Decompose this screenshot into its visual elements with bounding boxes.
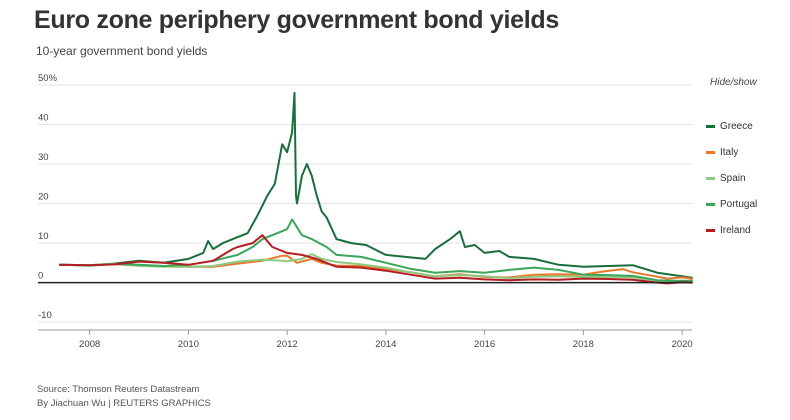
x-tick-label: 2014 — [375, 339, 396, 350]
legend-swatch — [706, 176, 715, 180]
chart-subtitle: 10-year government bond yields — [36, 44, 208, 58]
y-tick-label: 10 — [38, 231, 49, 242]
legend-swatch — [706, 228, 715, 232]
hide-show-label: Hide/show — [710, 77, 757, 88]
legend-item-ireland[interactable]: Ireland — [706, 217, 757, 243]
x-tick-label: 2016 — [474, 339, 495, 350]
y-tick-label: 40 — [38, 113, 49, 124]
legend-label: Portugal — [720, 198, 758, 210]
y-tick-label: 50% — [38, 73, 58, 84]
series-line-spain — [59, 253, 693, 283]
x-tick-label: 2020 — [672, 339, 693, 350]
legend-label: Ireland — [720, 224, 751, 236]
y-tick-label: 30 — [38, 152, 49, 163]
series-lines — [59, 91, 693, 285]
legend: Greece Italy Spain Portugal Ireland — [706, 113, 757, 243]
x-tick-label: 2010 — [178, 339, 199, 350]
chart-title: Euro zone periphery government bond yiel… — [34, 6, 559, 34]
legend-label: Greece — [720, 120, 753, 132]
legend-item-spain[interactable]: Spain — [706, 165, 757, 191]
legend-item-portugal[interactable]: Portugal — [706, 191, 757, 217]
legend-swatch — [706, 150, 715, 154]
x-tick-label: 2008 — [79, 339, 100, 350]
gridlines — [38, 84, 692, 323]
legend-item-greece[interactable]: Greece — [706, 113, 757, 139]
legend-label: Spain — [720, 172, 746, 184]
credit-text: By Jiachuan Wu | REUTERS GRAPHICS — [37, 398, 211, 409]
legend-swatch — [706, 202, 715, 206]
legend-label: Italy — [720, 146, 739, 158]
legend-swatch — [706, 124, 715, 128]
series-line-greece — [59, 91, 693, 279]
legend-item-italy[interactable]: Italy — [706, 139, 757, 165]
y-tick-label: -10 — [38, 310, 52, 321]
y-axis-labels: 50% 40 30 20 10 0 -10 — [38, 73, 58, 321]
y-tick-label: 0 — [38, 271, 43, 282]
series-line-ireland — [59, 234, 693, 285]
x-tick-label: 2018 — [573, 339, 594, 350]
source-note: Source: Thomson Reuters Datastream By Ji… — [37, 383, 211, 411]
x-axis: 2008 2010 2012 2014 2016 2018 2020 — [38, 281, 693, 350]
y-tick-label: 20 — [38, 192, 49, 203]
source-text: Source: Thomson Reuters Datastream — [37, 384, 200, 395]
x-tick-label: 2012 — [277, 339, 298, 350]
